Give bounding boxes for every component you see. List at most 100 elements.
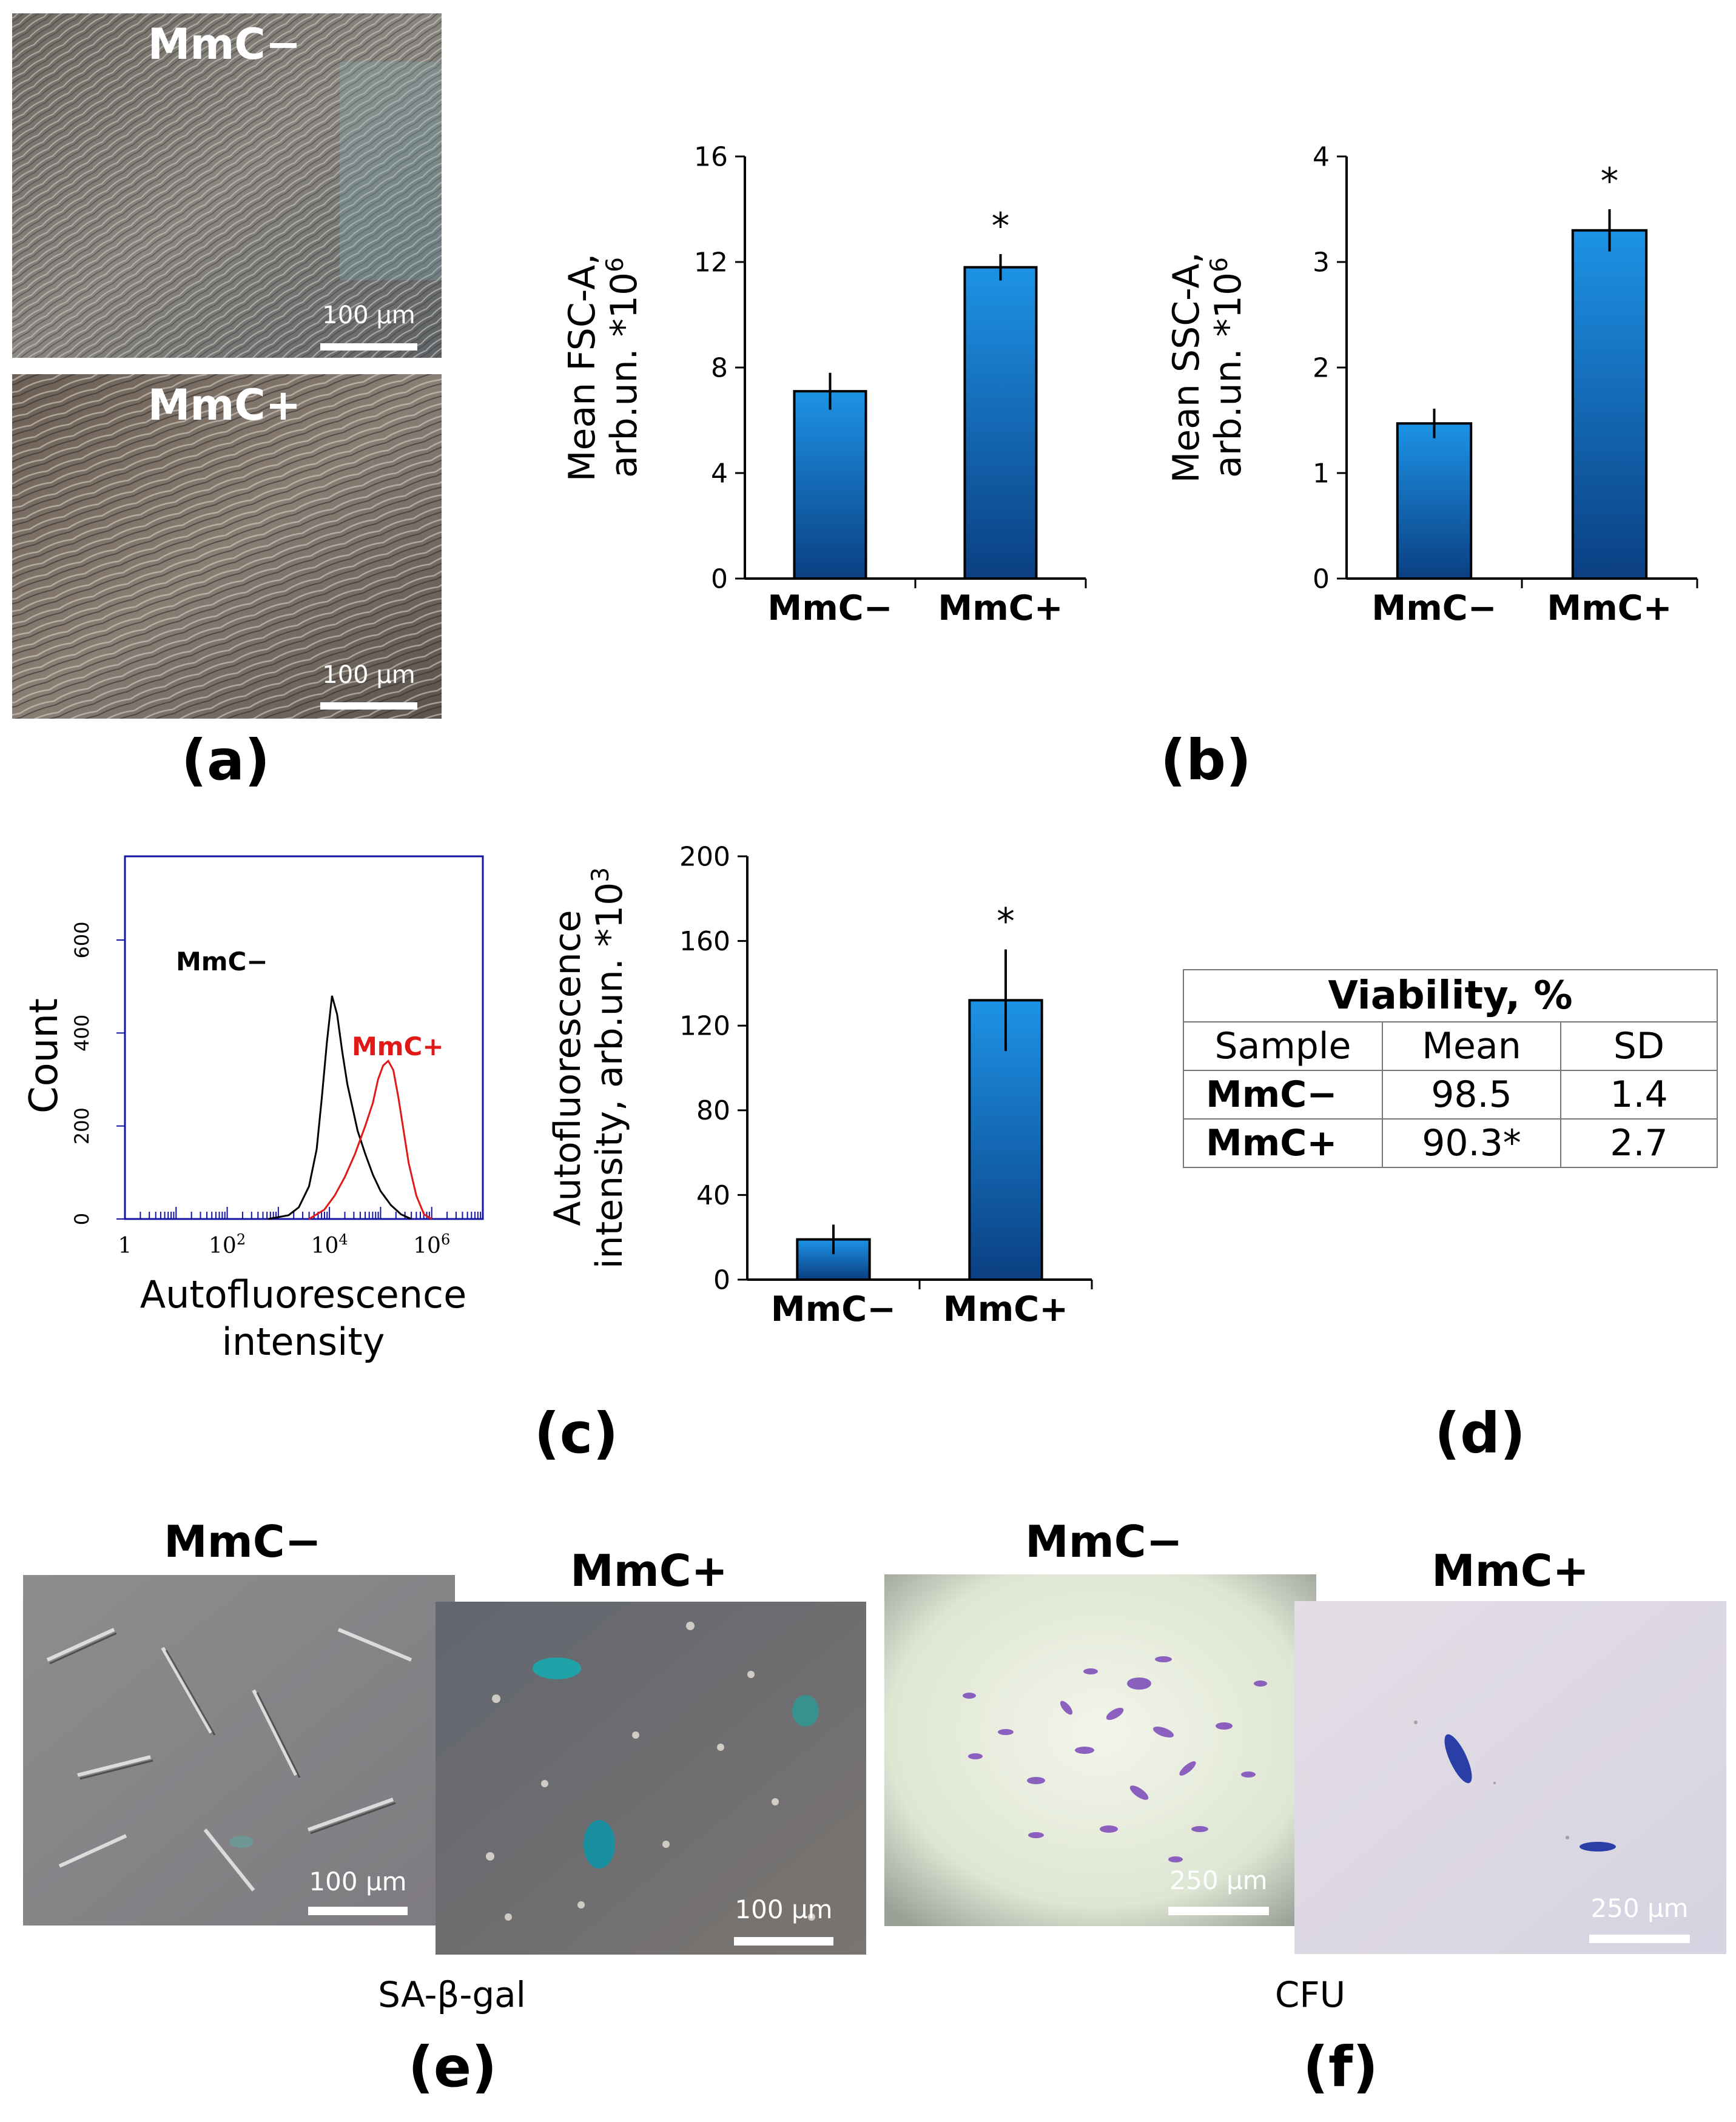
y-axis-label-line1: Autofluorescence xyxy=(547,910,589,1226)
y-tick-label: 80 xyxy=(696,1095,730,1126)
scale-bar xyxy=(320,702,417,710)
chart-ssc: 0 1 2 3 4 MmC− MmC+ * Mean SSC-A, arb.un. *106 xyxy=(1165,141,1698,628)
scale-bar-label: 250 µm xyxy=(1169,1865,1268,1895)
table-cell-sample: MmC+ xyxy=(1183,1118,1383,1168)
y-tick-label: 12 xyxy=(694,247,728,278)
table-header-row: Sample Mean SD xyxy=(1183,1021,1718,1071)
table-header: Mean xyxy=(1382,1021,1561,1071)
caption-cfu: CFU xyxy=(1274,1974,1346,2015)
chart-fsc: 0 4 8 12 16 MmC− MmC+ * Mean FSC-A, arb.un. *106 xyxy=(561,141,1087,628)
scale-bar-label: 100 µm xyxy=(309,1867,407,1896)
y-tick-label: 0 xyxy=(70,1213,93,1225)
histogram-line xyxy=(267,995,412,1220)
table-cell-sample: MmC− xyxy=(1183,1070,1383,1120)
y-tick-label: 0 xyxy=(713,1264,730,1295)
x-tick-label: 1 xyxy=(118,1234,132,1258)
photo-cfu-mmc-minus xyxy=(884,1574,1316,1926)
scale-bar-label: 100 µm xyxy=(735,1895,833,1924)
series-label: MmC− xyxy=(176,947,268,976)
table-row: MmC+ 90.3* 2.7 xyxy=(1183,1118,1718,1168)
photo-cfu-mmc-plus xyxy=(1294,1601,1726,1954)
panel-label-c: (c) xyxy=(534,1401,619,1466)
panel-label-a: (a) xyxy=(181,728,271,793)
table-title: Viability, % xyxy=(1183,969,1718,1022)
photo-label: MmC+ xyxy=(570,1545,728,1596)
bar xyxy=(963,266,1038,580)
photo-label: MmC− xyxy=(1025,1516,1183,1567)
table-cell-sd: 2.7 xyxy=(1560,1118,1718,1168)
scale-bar-label: 250 µm xyxy=(1590,1893,1689,1923)
scale-bar xyxy=(1168,1907,1269,1915)
table-header: Sample xyxy=(1183,1021,1383,1071)
x-tick-label: MmC+ xyxy=(1547,588,1672,628)
panel-label-b: (b) xyxy=(1160,728,1251,793)
photo-mmc-minus-phase xyxy=(12,13,442,358)
histogram-line xyxy=(308,1059,432,1220)
photo-label: MmC− xyxy=(164,1516,321,1567)
x-tick-label: 104 xyxy=(311,1231,348,1258)
y-tick-label: 16 xyxy=(694,141,728,172)
scale-bar-label: 100 µm xyxy=(322,661,415,689)
plot-frame xyxy=(124,855,484,1220)
y-axis-label-line2: intensity, arb.un. *103 xyxy=(587,867,631,1269)
y-tick-label: 40 xyxy=(696,1180,730,1211)
table-row: MmC− 98.5 1.4 xyxy=(1183,1070,1718,1120)
photo-mmc-plus-phase xyxy=(12,374,442,719)
bar xyxy=(1396,422,1473,580)
table-cell-sd: 1.4 xyxy=(1560,1070,1718,1120)
y-axis-label: Mean SSC-A, arb.un. *106 xyxy=(1165,252,1250,483)
viability-table: Viability, % Sample Mean SD MmC− 98.5 1.… xyxy=(1183,969,1718,1168)
table-header: SD xyxy=(1560,1021,1718,1071)
y-axis-label: Mean FSC-A, arb.un. *106 xyxy=(561,253,645,482)
y-tick-label: 600 xyxy=(70,921,93,958)
photo-sa-bgal-mmc-minus xyxy=(23,1575,455,1926)
photo-label: MmC− xyxy=(147,19,301,69)
y-tick-label: 0 xyxy=(1313,563,1330,594)
y-tick-label: 200 xyxy=(70,1107,93,1144)
scale-bar-label: 100 µm xyxy=(322,301,415,329)
chart-histogram: 1 102 104 106 0 200 400 600 MmC− MmC+ Count Autoflu… xyxy=(22,855,484,1364)
bar xyxy=(793,390,867,580)
y-axis-label-line1: Mean FSC-A, xyxy=(561,253,604,482)
y-tick-label: 1 xyxy=(1313,458,1330,489)
panel-label-f: (f) xyxy=(1302,2035,1379,2100)
y-axis-label-line2: arb.un. *106 xyxy=(602,257,646,478)
photo-label: MmC+ xyxy=(1432,1545,1589,1596)
bar xyxy=(1571,229,1648,580)
y-tick-label: 3 xyxy=(1313,247,1330,278)
series-label: MmC+ xyxy=(352,1032,444,1061)
y-axis-label: Autofluorescence intensity, arb.un. *103 xyxy=(547,867,631,1269)
y-tick-label: 200 xyxy=(679,841,730,872)
panel-label-d: (d) xyxy=(1435,1401,1526,1466)
x-tick-label: 102 xyxy=(209,1231,246,1258)
x-tick-label: MmC− xyxy=(1371,588,1496,628)
scale-bar xyxy=(320,343,417,351)
y-axis-label: Count xyxy=(22,998,67,1113)
photo-label: MmC+ xyxy=(147,380,301,430)
table-cell-mean: 90.3* xyxy=(1382,1118,1561,1168)
y-axis-label-line2: arb.un. *106 xyxy=(1206,257,1250,478)
chart-autofluor: 0 40 80 120 160 200 MmC− MmC+ * Autofluorescence i… xyxy=(547,841,1093,1329)
scale-bar xyxy=(308,1907,408,1915)
y-tick-label: 0 xyxy=(711,563,728,594)
x-tick-label: MmC+ xyxy=(938,588,1063,628)
x-tick-label: MmC− xyxy=(771,1289,896,1329)
panel-label-e: (e) xyxy=(408,2035,497,2100)
photo-sa-bgal-mmc-plus xyxy=(436,1602,866,1955)
significance-marker: * xyxy=(1601,161,1619,203)
significance-marker: * xyxy=(992,206,1010,247)
y-tick-label: 160 xyxy=(679,926,730,957)
y-tick-label: 4 xyxy=(711,458,728,489)
scale-bar xyxy=(734,1937,833,1946)
y-tick-label: 120 xyxy=(679,1011,730,1042)
table-cell-mean: 98.5 xyxy=(1382,1070,1561,1120)
x-tick-label: MmC− xyxy=(767,588,892,628)
y-tick-label: 4 xyxy=(1313,141,1330,172)
y-tick-label: 400 xyxy=(70,1015,93,1052)
x-axis-label-line2: intensity xyxy=(222,1320,385,1364)
scale-bar xyxy=(1589,1935,1690,1943)
significance-marker: * xyxy=(997,901,1015,943)
y-tick-label: 2 xyxy=(1313,352,1330,383)
x-axis-label-line1: Autofluorescence xyxy=(140,1272,467,1317)
caption-sa-bgal: SA-β-gal xyxy=(378,1974,526,2015)
